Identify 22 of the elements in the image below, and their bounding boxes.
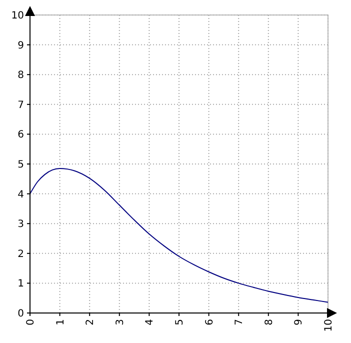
x-tick-label: 6 (204, 319, 216, 326)
x-tick-label: 7 (234, 319, 246, 326)
line-series (30, 168, 328, 303)
x-tick-label: 9 (294, 319, 305, 326)
x-tick-label: 10 (324, 319, 334, 332)
y-tick-label: 6 (18, 130, 24, 141)
x-tick-label: 2 (85, 319, 96, 326)
y-tick-label: 5 (18, 160, 24, 170)
y-tick-label: 10 (11, 10, 24, 22)
y-tick-label: 2 (18, 248, 24, 260)
x-tick-label: 1 (55, 319, 66, 326)
x-tick-label: 0 (26, 319, 36, 326)
y-tick-label: 7 (18, 100, 24, 111)
y-tick-label: 9 (18, 40, 24, 52)
y-tick-label: 1 (18, 278, 24, 290)
y-tick-label: 8 (18, 70, 24, 82)
y-tick-label: 4 (18, 189, 24, 200)
y-tick-label: 3 (18, 219, 24, 230)
x-tick-label: 3 (114, 319, 126, 326)
x-tick-label: 8 (264, 319, 275, 326)
x-tick-label: 5 (174, 319, 186, 326)
x-tick-label: 4 (144, 319, 156, 326)
